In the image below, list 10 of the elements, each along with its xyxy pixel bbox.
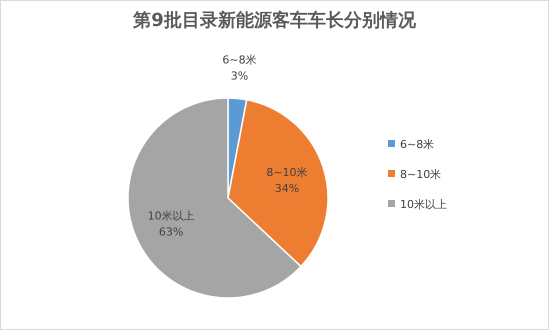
legend-label: 6~8米: [400, 138, 434, 151]
data-label: 3%: [230, 70, 248, 83]
chart-title: 第9批目录新能源客车车长分别情况: [132, 10, 417, 31]
slice-label: 10米以上: [148, 210, 195, 223]
data-label: 63%: [158, 226, 184, 239]
legend-label: 8~10米: [400, 168, 442, 181]
slice-label: 6~8米: [222, 54, 257, 67]
data-label: 34%: [274, 182, 300, 195]
legend-label: 10米以上: [400, 198, 447, 211]
slice-label: 8~10米: [266, 166, 308, 179]
